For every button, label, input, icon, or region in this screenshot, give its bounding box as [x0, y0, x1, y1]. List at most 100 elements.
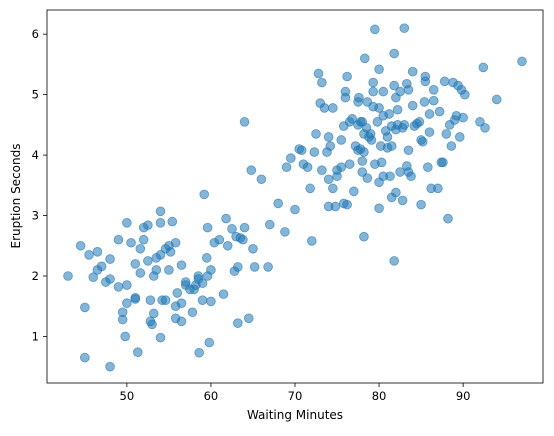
- data-point: [172, 288, 183, 298]
- data-point: [204, 337, 215, 348]
- data-point: [135, 243, 146, 254]
- y-tick-label: 6: [32, 27, 39, 41]
- data-point: [165, 247, 176, 257]
- y-tick-label: 3: [32, 209, 39, 223]
- data-point: [424, 127, 435, 137]
- data-point: [239, 117, 250, 127]
- data-point: [347, 114, 357, 124]
- data-point: [105, 274, 115, 284]
- data-point: [227, 224, 237, 234]
- data-point: [164, 265, 174, 275]
- data-point: [428, 95, 439, 106]
- data-point: [122, 298, 132, 309]
- data-point: [80, 352, 90, 363]
- data-point: [416, 199, 426, 210]
- plot-area: [47, 10, 543, 383]
- data-point: [147, 319, 157, 330]
- data-point: [460, 89, 470, 100]
- data-point: [325, 141, 336, 151]
- data-point: [374, 203, 384, 214]
- x-tick-label: 70: [288, 389, 303, 403]
- data-point: [233, 262, 243, 272]
- data-point: [323, 132, 334, 142]
- data-point: [214, 234, 225, 245]
- data-point: [170, 237, 181, 248]
- data-point: [319, 103, 330, 113]
- data-point: [176, 260, 187, 270]
- data-point: [428, 85, 439, 95]
- y-tick-label: 1: [32, 329, 39, 343]
- data-point: [386, 141, 397, 151]
- data-point: [441, 129, 452, 139]
- data-point: [281, 162, 292, 172]
- data-point: [313, 68, 324, 79]
- data-point: [374, 103, 384, 113]
- data-point: [130, 259, 141, 269]
- data-point: [222, 240, 233, 251]
- data-point: [480, 123, 490, 133]
- data-point: [362, 173, 373, 183]
- plot-frame: [46, 9, 544, 384]
- data-point: [122, 218, 132, 228]
- data-point: [382, 132, 393, 142]
- data-point: [391, 187, 401, 198]
- data-point: [143, 220, 153, 231]
- data-point: [397, 195, 408, 206]
- data-point: [187, 307, 198, 318]
- data-point: [180, 277, 191, 287]
- data-point: [105, 361, 115, 372]
- data-point: [143, 256, 153, 266]
- data-point: [256, 174, 267, 185]
- data-point: [155, 332, 166, 343]
- y-axis-label: Eruption Seconds: [9, 144, 23, 249]
- data-point: [218, 289, 229, 299]
- data-point: [167, 216, 178, 227]
- data-point: [368, 86, 378, 97]
- data-point: [285, 153, 296, 163]
- y-tick-label: 5: [32, 88, 39, 102]
- data-point: [342, 199, 352, 210]
- data-point: [290, 204, 300, 215]
- data-point: [113, 234, 124, 245]
- x-tick-label: 60: [204, 389, 219, 403]
- data-point: [517, 56, 527, 67]
- data-point: [420, 71, 431, 82]
- data-point: [148, 308, 159, 319]
- data-point: [155, 218, 166, 228]
- data-point: [105, 254, 115, 264]
- x-tick-label: 90: [456, 389, 471, 403]
- data-point: [336, 135, 347, 145]
- data-point: [273, 198, 283, 209]
- data-point: [349, 186, 359, 197]
- data-point: [201, 253, 212, 263]
- data-point: [491, 94, 502, 105]
- data-point: [155, 206, 166, 217]
- data-point: [374, 64, 384, 75]
- data-point: [328, 183, 338, 194]
- data-point: [389, 80, 400, 91]
- data-point: [305, 183, 315, 194]
- data-point: [392, 104, 403, 115]
- data-point: [130, 292, 141, 303]
- data-point: [309, 147, 320, 157]
- data-point: [389, 256, 400, 266]
- data-point: [439, 76, 450, 87]
- data-point: [359, 53, 370, 64]
- data-point: [370, 24, 380, 35]
- data-point: [424, 109, 435, 119]
- data-point: [197, 278, 208, 289]
- data-point: [385, 171, 395, 182]
- y-tick-label: 2: [32, 269, 39, 283]
- axes-layer: 50 60 70 80 90 1 2 3 4 5 6: [32, 27, 471, 403]
- data-point: [249, 262, 260, 272]
- data-point: [403, 145, 414, 156]
- data-point: [296, 145, 307, 156]
- data-point: [239, 222, 250, 233]
- data-point: [113, 282, 124, 292]
- x-axis-label: Waiting Minutes: [247, 408, 343, 422]
- data-point: [328, 103, 338, 113]
- data-point: [389, 48, 400, 59]
- data-point: [176, 298, 187, 309]
- data-point: [302, 162, 313, 172]
